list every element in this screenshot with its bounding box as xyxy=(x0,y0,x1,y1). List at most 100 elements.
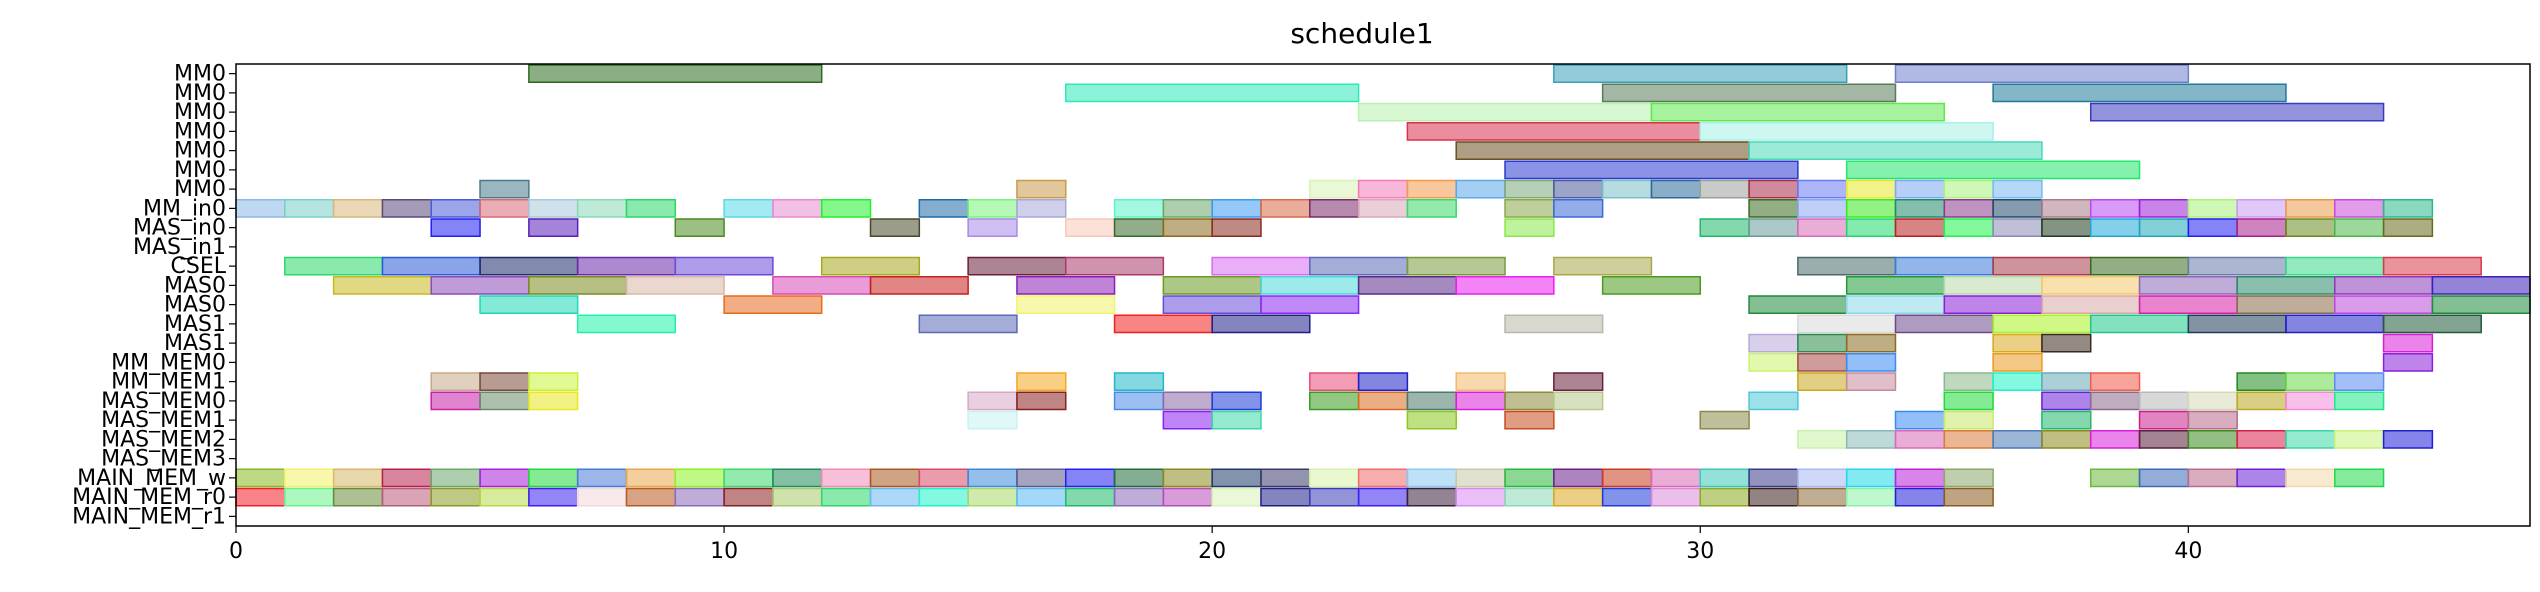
task-bar xyxy=(1162,295,1262,314)
task-bar xyxy=(1504,314,1604,334)
task-bar xyxy=(1797,179,1848,199)
task-bar xyxy=(1845,468,1897,488)
task-bar xyxy=(1797,256,1897,276)
task-bar xyxy=(2236,430,2287,449)
task-bar xyxy=(430,391,481,411)
task-bar xyxy=(2334,391,2385,411)
task-bar xyxy=(1113,468,1165,488)
task-bar xyxy=(1504,179,1555,199)
task-bar xyxy=(1699,468,1750,488)
task-bar xyxy=(2382,353,2434,372)
task-bar xyxy=(625,468,677,488)
task-bar xyxy=(1504,391,1555,411)
task-bar xyxy=(2138,391,2190,411)
y-tick-label: MAS_MEM3 xyxy=(101,447,226,472)
task-bar xyxy=(1113,218,1165,237)
task-bar xyxy=(2138,295,2238,314)
task-bar xyxy=(674,218,725,237)
task-bar xyxy=(1748,468,1799,488)
task-bar xyxy=(1894,64,2190,83)
y-tick-label: MAIN_MEM_r0 xyxy=(72,485,226,510)
task-bar xyxy=(1894,199,1946,218)
task-bar xyxy=(284,487,335,507)
task-bar xyxy=(479,199,530,218)
task-bar xyxy=(528,276,628,295)
task-bar xyxy=(2334,468,2385,488)
task-bar xyxy=(1016,199,1067,218)
task-bar xyxy=(1943,199,1994,218)
task-bar xyxy=(1455,468,1506,488)
task-bar xyxy=(1553,64,1848,83)
task-bar xyxy=(2334,276,2434,295)
y-tick-label: MM0 xyxy=(174,139,226,164)
task-bar xyxy=(2236,468,2287,488)
task-bar xyxy=(1894,179,1946,199)
task-bar xyxy=(1748,141,2043,160)
y-tick-label: MAS_MEM0 xyxy=(101,389,226,414)
task-bar xyxy=(479,179,530,199)
task-bar xyxy=(2089,218,2141,237)
task-bar xyxy=(1309,199,1360,218)
task-bar xyxy=(869,468,921,488)
task-bar xyxy=(1845,372,1897,391)
y-tick-label: MM0 xyxy=(174,100,226,125)
task-bar xyxy=(1943,372,1994,391)
task-bar xyxy=(1943,295,2043,314)
task-bar xyxy=(1406,468,1457,488)
task-bar xyxy=(2089,256,2190,276)
task-bar xyxy=(1504,199,1555,218)
task-bar xyxy=(723,295,823,314)
y-tick-label: MM0 xyxy=(174,177,226,202)
task-bar xyxy=(332,276,432,295)
task-bar xyxy=(2187,256,2287,276)
task-bar xyxy=(772,468,823,488)
task-bar xyxy=(2041,430,2092,449)
task-bar xyxy=(1845,430,1897,449)
task-bar xyxy=(1064,487,1116,507)
y-tick-label: MAS_in0 xyxy=(133,216,226,241)
x-tick-label: 10 xyxy=(710,539,738,564)
task-bar xyxy=(2089,391,2141,411)
x-tick-label: 40 xyxy=(2174,539,2202,564)
task-bar xyxy=(1113,372,1165,391)
task-bar xyxy=(284,468,335,488)
task-bar xyxy=(1992,218,2043,237)
task-bar xyxy=(2334,372,2385,391)
task-bar xyxy=(1455,487,1506,507)
task-bar xyxy=(1309,179,1360,199)
task-bar xyxy=(2138,199,2190,218)
task-bar xyxy=(1894,314,1994,334)
task-bar xyxy=(1553,372,1604,391)
task-bar xyxy=(723,487,774,507)
task-bar xyxy=(479,256,579,276)
task-bar xyxy=(1406,179,1457,199)
x-tick-label: 30 xyxy=(1686,539,1714,564)
task-bar xyxy=(1992,314,2092,334)
y-tick-label: MAS1 xyxy=(164,312,226,337)
x-tick-label: 0 xyxy=(229,539,243,564)
task-bar xyxy=(2089,468,2141,488)
task-bar xyxy=(1260,199,1311,218)
task-bar xyxy=(1943,218,1994,237)
task-bars xyxy=(235,64,2531,507)
task-bar xyxy=(1650,487,1702,507)
task-bar xyxy=(1992,83,2287,103)
task-bar xyxy=(1894,410,1946,430)
task-bar xyxy=(1406,391,1457,411)
task-bar xyxy=(1455,391,1506,411)
task-bar xyxy=(2041,218,2092,237)
task-bar xyxy=(1406,487,1457,507)
task-bar xyxy=(1650,468,1702,488)
task-bar xyxy=(2285,391,2336,411)
task-bar xyxy=(918,314,1018,334)
task-bar xyxy=(332,199,384,218)
task-bar xyxy=(479,487,530,507)
task-bar xyxy=(479,295,579,314)
task-bar xyxy=(2382,199,2434,218)
task-bar xyxy=(1504,487,1555,507)
task-bar xyxy=(1504,468,1555,488)
task-bar xyxy=(1162,468,1213,488)
task-bar xyxy=(235,487,286,507)
task-bar xyxy=(2285,218,2336,237)
